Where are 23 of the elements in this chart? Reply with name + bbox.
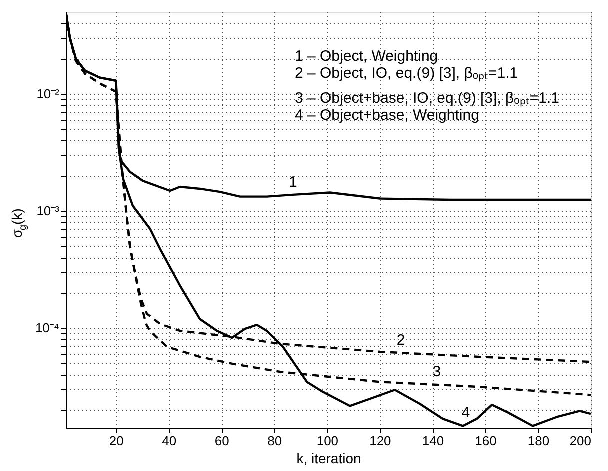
x-tick-label: 40 <box>162 434 177 448</box>
x-tick-label: 60 <box>214 434 230 448</box>
annotation: 4 – Object+base, Weighting <box>295 107 480 124</box>
annotation: 3 <box>432 363 442 380</box>
annotation: 1 – Object, Weighting <box>295 48 438 65</box>
annotation: 2 – Object, IO, eq.(9) [3], βₒₚₜ=1.1 <box>295 65 518 82</box>
x-tick-label: 160 <box>475 434 497 448</box>
x-tick-label: 140 <box>422 434 444 448</box>
x-tick-label: 20 <box>109 434 124 448</box>
y-tick-label: 10⁻² <box>36 86 60 102</box>
annotation: 3 – Object+base, IO, eq.(9) [3], βₒₚₜ=1.1 <box>295 90 560 107</box>
x-tick-label: 80 <box>268 434 282 448</box>
annotation: 1 <box>288 174 298 191</box>
annotation: 2 <box>396 332 406 350</box>
x-tick-label: 180 <box>528 434 550 448</box>
x-axis-title: k, iteration <box>296 450 362 466</box>
x-tick-label: 200 <box>570 434 592 448</box>
annotation: 4 <box>462 404 470 422</box>
y-axis-title: σg(k) <box>9 208 29 238</box>
x-tick-label: 100 <box>316 434 339 448</box>
x-tick-label: 120 <box>370 434 392 448</box>
y-tick-label: 10⁻³ <box>36 203 60 218</box>
y-tick-label: 10⁻⁴ <box>35 320 60 336</box>
